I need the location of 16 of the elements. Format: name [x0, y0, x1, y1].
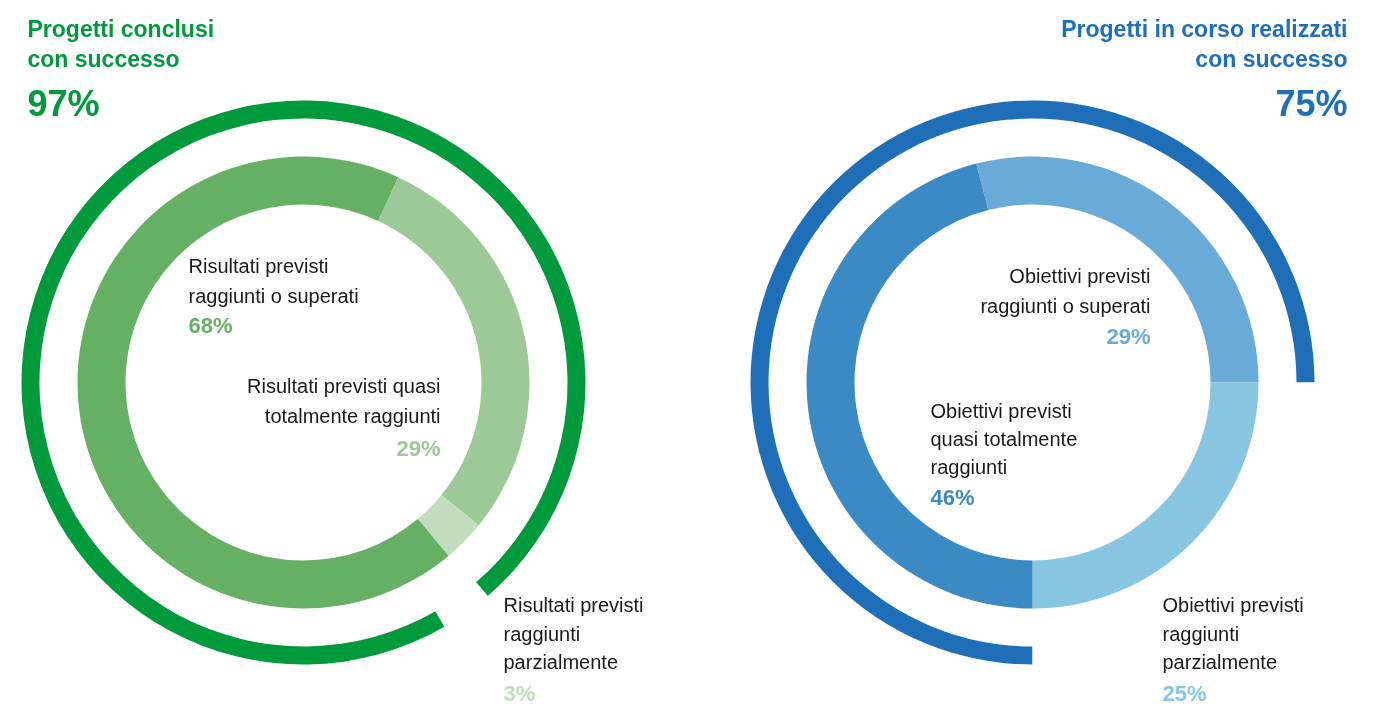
data-label: 29% [1106, 324, 1151, 349]
slice-label: Obiettivi previsti raggiunti parzialmente [1162, 593, 1304, 673]
slice-label: Obiettivi previsti raggiunti o superati [980, 264, 1151, 317]
slice-label: Risultati previsti raggiunti o superati [188, 254, 359, 307]
data-label: 46% [930, 485, 975, 510]
data-label: 75% [1275, 83, 1348, 124]
data-label: 29% [396, 436, 441, 461]
data-label: 68% [188, 313, 233, 338]
data-label: 97% [27, 83, 100, 124]
slice-label: Risultati previsti raggiunti parzialmente [503, 593, 644, 673]
chart-title: Progetti conclusi con successo [27, 15, 215, 72]
data-label: 3% [503, 681, 536, 706]
slice-label: Obiettivi previsti quasi totalmente raggiunti [930, 399, 1078, 478]
slice-label: Risultati previsti quasi totalmente raggiunti [247, 374, 441, 427]
data-label: 25% [1162, 681, 1207, 706]
chart-title: Progetti in corso realizzati con successo [1061, 15, 1348, 72]
